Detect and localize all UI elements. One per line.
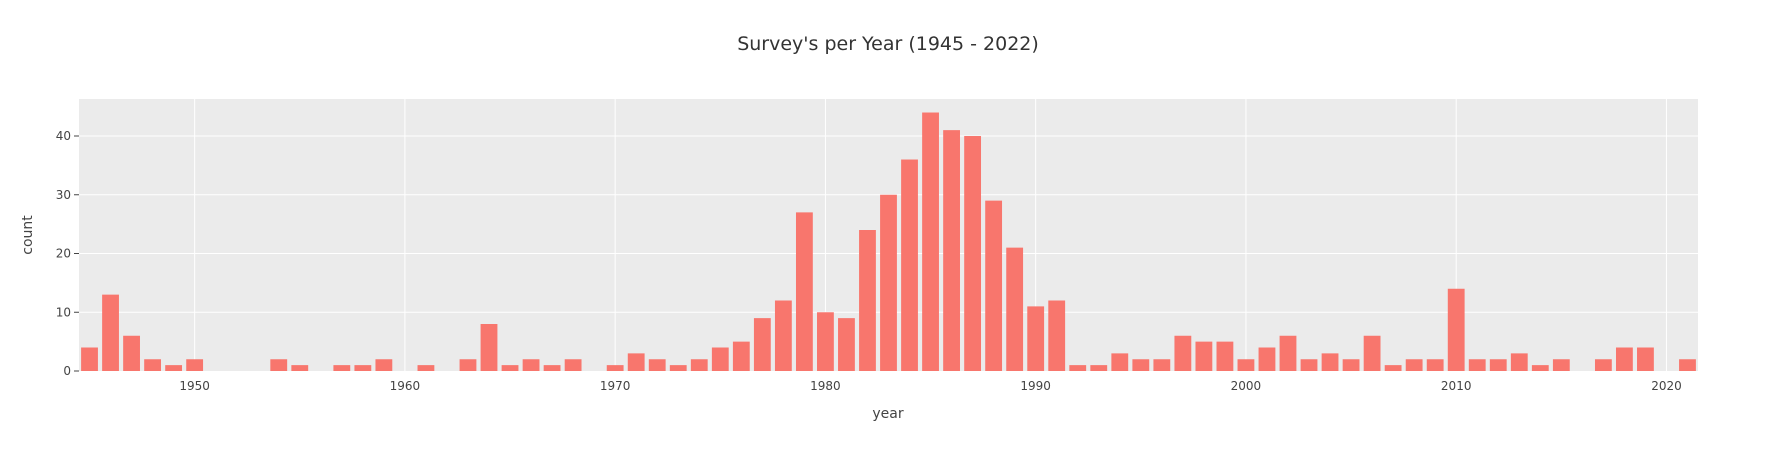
bar — [564, 359, 582, 371]
bar — [817, 312, 834, 371]
bar — [1552, 359, 1570, 371]
bar — [943, 130, 960, 371]
bar — [795, 212, 813, 371]
x-tick-label: 2000 — [1231, 379, 1262, 393]
bar — [123, 335, 140, 371]
bar — [522, 359, 540, 371]
x-tick-label: 1950 — [179, 379, 210, 393]
x-tick-label: 2010 — [1441, 379, 1472, 393]
bar — [1405, 359, 1423, 371]
bar — [901, 159, 918, 371]
bar — [1237, 359, 1255, 371]
y-tick-label: 0 — [63, 364, 71, 378]
bar — [459, 359, 477, 371]
bar — [165, 365, 183, 371]
x-axis-label: year — [872, 406, 903, 422]
chart-title: Survey's per Year (1945 - 2022) — [737, 33, 1039, 55]
bar — [627, 353, 645, 371]
bar — [1510, 353, 1528, 371]
y-axis-ticks: 0 10 20 30 40 — [56, 129, 79, 378]
bar — [291, 365, 309, 371]
bar — [1594, 359, 1612, 371]
bar — [480, 324, 498, 371]
bar — [859, 230, 876, 371]
bar — [1216, 341, 1234, 371]
bar — [186, 359, 204, 371]
bar — [1027, 306, 1045, 371]
bar — [669, 365, 687, 371]
x-tick-label: 1970 — [600, 379, 631, 393]
bar — [1258, 347, 1276, 371]
bar — [711, 347, 729, 371]
bar — [1679, 359, 1696, 371]
bar — [774, 300, 792, 371]
bar — [1321, 353, 1339, 371]
x-tick-label: 1990 — [1020, 379, 1051, 393]
bar — [1447, 288, 1465, 371]
x-tick-label: 2020 — [1651, 379, 1682, 393]
bar — [1637, 347, 1654, 371]
bar — [501, 365, 519, 371]
y-tick-label: 40 — [56, 129, 71, 143]
y-axis-label: count — [20, 215, 36, 255]
bar — [732, 341, 750, 371]
bar — [543, 365, 561, 371]
bar — [1468, 359, 1486, 371]
bar — [648, 359, 666, 371]
bar — [1069, 365, 1087, 371]
bar — [922, 112, 939, 372]
y-tick-label: 20 — [56, 247, 71, 261]
x-tick-label: 1960 — [390, 379, 421, 393]
y-tick-label: 10 — [56, 305, 71, 319]
bar — [1195, 341, 1213, 371]
bar — [1279, 335, 1297, 371]
bar — [964, 136, 982, 371]
bar — [417, 365, 435, 371]
bar — [102, 294, 119, 371]
bar — [1300, 359, 1318, 371]
bar — [1006, 247, 1024, 371]
bar — [1363, 335, 1381, 371]
bar — [838, 318, 855, 371]
bar — [1384, 365, 1402, 371]
bar — [1153, 359, 1171, 371]
bar — [606, 365, 624, 371]
bar — [354, 365, 372, 371]
bar — [1531, 365, 1549, 371]
bar — [333, 365, 351, 371]
bar — [880, 194, 897, 371]
bar — [1048, 300, 1066, 371]
bar — [1090, 365, 1108, 371]
bar — [985, 200, 1003, 371]
bar — [270, 359, 288, 371]
bar — [753, 318, 771, 371]
bar — [81, 347, 98, 371]
bar — [1111, 353, 1129, 371]
bar — [144, 359, 162, 371]
x-tick-label: 1980 — [810, 379, 841, 393]
bars — [81, 112, 1696, 372]
x-axis-ticks: 1950 1960 1970 1980 1990 2000 2010 2020 — [179, 379, 1681, 393]
bar — [1489, 359, 1507, 371]
y-tick-label: 30 — [56, 188, 71, 202]
bar — [1342, 359, 1360, 371]
bar — [375, 359, 393, 371]
bar — [690, 359, 708, 371]
bar — [1426, 359, 1444, 371]
bar — [1174, 335, 1192, 371]
bar — [1615, 347, 1633, 371]
bar — [1132, 359, 1150, 371]
